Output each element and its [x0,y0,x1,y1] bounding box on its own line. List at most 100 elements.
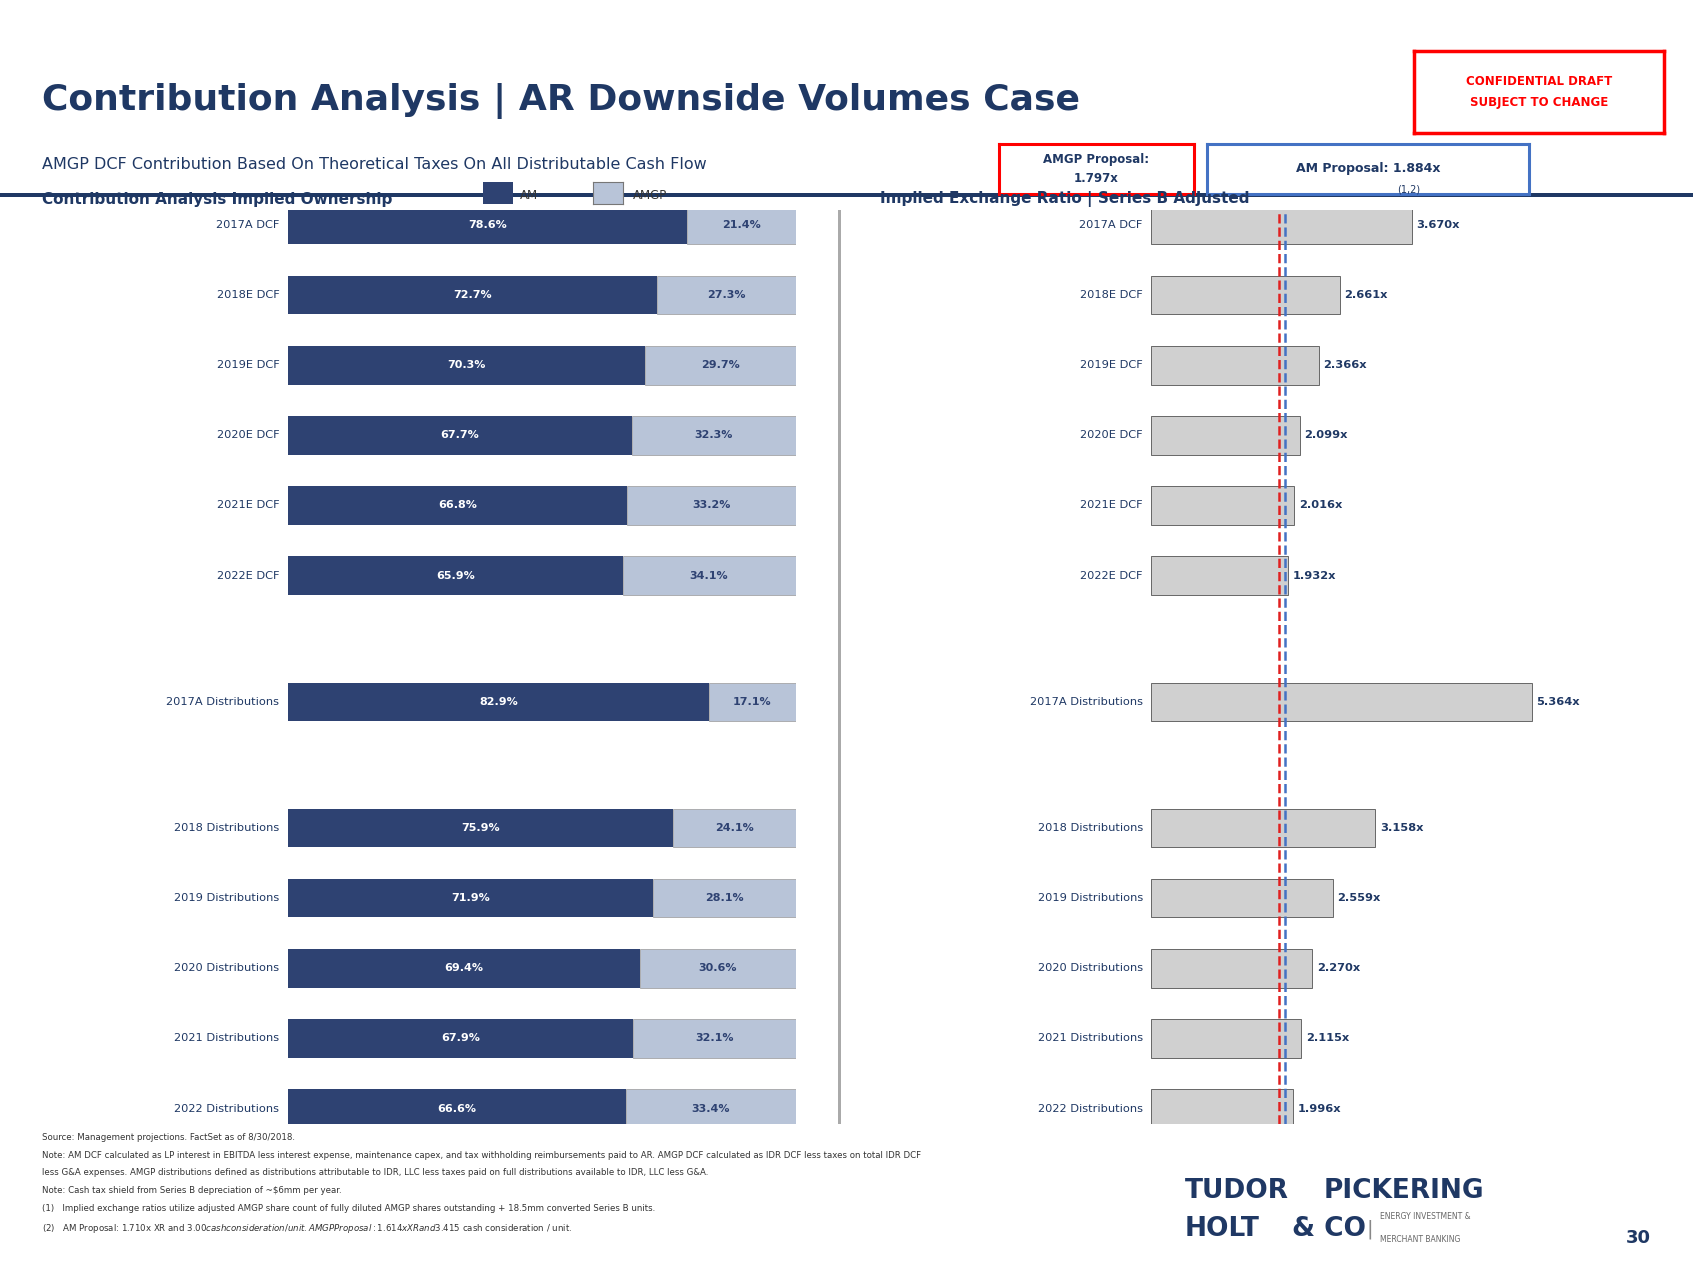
Text: 21.4%: 21.4% [721,220,760,230]
Text: (1)   Implied exchange ratios utilize adjusted AMGP share count of fully diluted: (1) Implied exchange ratios utilize adju… [42,1204,655,1213]
Text: 32.1%: 32.1% [694,1034,733,1044]
Bar [1151,276,1341,315]
Text: 2022E DCF: 2022E DCF [217,570,279,580]
Text: 66.6%: 66.6% [437,1104,476,1114]
Text: 2018 Distributions: 2018 Distributions [1038,823,1143,833]
Bar [288,1019,633,1058]
Text: 2.270x: 2.270x [1317,963,1359,973]
Text: 2022 Distributions: 2022 Distributions [1038,1104,1143,1114]
Bar [1151,417,1300,455]
Text: AM Proposal: 1.884x: AM Proposal: 1.884x [1295,163,1441,175]
Text: 2020 Distributions: 2020 Distributions [174,963,279,973]
Bar [1151,682,1532,721]
Text: Source: Management projections. FactSet as of 8/30/2018.: Source: Management projections. FactSet … [42,1133,295,1142]
Bar [653,879,796,917]
Text: 2021E DCF: 2021E DCF [217,500,279,511]
Text: AMGP Proposal:
1.797x: AMGP Proposal: 1.797x [1043,152,1150,185]
Bar [1151,1090,1293,1128]
Bar [1151,345,1319,385]
Bar [626,1090,796,1128]
Text: 2017A Distributions: 2017A Distributions [1029,697,1143,707]
Text: AMGP: AMGP [633,189,667,202]
Text: 2017A Distributions: 2017A Distributions [166,697,279,707]
Text: Note: AM DCF calculated as LP interest in EBITDA less interest expense, maintena: Note: AM DCF calculated as LP interest i… [42,1151,921,1160]
Text: 2022E DCF: 2022E DCF [1080,570,1143,580]
Text: Contribution Analysis | AR Downside Volumes Case: Contribution Analysis | AR Downside Volu… [42,83,1080,118]
Text: 2022 Distributions: 2022 Distributions [174,1104,279,1114]
Text: Note: Cash tax shield from Series B depreciation of ~$6mm per year.: Note: Cash tax shield from Series B depr… [42,1186,342,1195]
Text: 29.7%: 29.7% [701,361,740,371]
Text: 2020 Distributions: 2020 Distributions [1038,963,1143,973]
Text: less G&A expenses. AMGP distributions defined as distributions attributable to I: less G&A expenses. AMGP distributions de… [42,1168,709,1177]
Bar [288,345,645,385]
Text: 2018E DCF: 2018E DCF [217,290,279,300]
Bar [645,345,796,385]
Text: Implied Exchange Ratio | Series B Adjusted: Implied Exchange Ratio | Series B Adjust… [880,190,1249,207]
Text: (2)   AM Proposal: 1.710x XR and $3.00 cash consideration / unit. AMGP Proposal:: (2) AM Proposal: 1.710x XR and $3.00 cas… [42,1222,572,1234]
Text: MERCHANT BANKING: MERCHANT BANKING [1380,1234,1459,1245]
Bar [709,682,796,721]
Bar [631,417,796,455]
Text: 2017A DCF: 2017A DCF [1080,220,1143,230]
Text: 30.6%: 30.6% [699,963,736,973]
Text: 71.9%: 71.9% [450,893,489,903]
Text: 28.1%: 28.1% [704,893,743,903]
Text: 67.7%: 67.7% [440,431,479,441]
Text: 2019E DCF: 2019E DCF [1080,361,1143,371]
Text: 30: 30 [1625,1229,1651,1247]
Text: AMGP DCF Contribution Based On Theoretical Taxes On All Distributable Cash Flow: AMGP DCF Contribution Based On Theoretic… [42,157,708,173]
Bar [1151,879,1332,917]
Text: 24.1%: 24.1% [714,823,753,833]
Bar [1151,486,1295,525]
Bar [288,1090,626,1128]
Text: 1.932x: 1.932x [1293,570,1336,580]
Bar [288,417,631,455]
Text: 27.3%: 27.3% [708,290,745,300]
Text: 32.3%: 32.3% [694,431,733,441]
Text: |: | [1366,1219,1373,1240]
Text: 33.4%: 33.4% [692,1104,730,1114]
Bar [657,276,796,315]
Text: 65.9%: 65.9% [435,570,474,580]
Bar [674,809,796,847]
Bar [1151,206,1412,244]
Bar [288,949,640,988]
Text: 2018E DCF: 2018E DCF [1080,290,1143,300]
Text: 82.9%: 82.9% [479,697,518,707]
Text: 2019 Distributions: 2019 Distributions [1038,893,1143,903]
Bar [1151,556,1288,594]
Bar [288,879,653,917]
Text: 2018 Distributions: 2018 Distributions [174,823,279,833]
Bar [288,682,709,721]
Text: 70.3%: 70.3% [447,361,486,371]
Text: 78.6%: 78.6% [467,220,506,230]
Text: HOLT: HOLT [1185,1217,1260,1242]
Text: CONFIDENTIAL DRAFT
SUBJECT TO CHANGE: CONFIDENTIAL DRAFT SUBJECT TO CHANGE [1466,75,1612,109]
Text: 1.996x: 1.996x [1297,1104,1341,1114]
Bar [687,206,796,244]
Text: 66.8%: 66.8% [438,500,477,511]
Bar [640,949,796,988]
Text: 2021E DCF: 2021E DCF [1080,500,1143,511]
Text: TUDOR: TUDOR [1185,1179,1288,1204]
Bar [288,206,687,244]
Text: 3.158x: 3.158x [1380,823,1424,833]
Text: 2021 Distributions: 2021 Distributions [1038,1034,1143,1044]
Bar [288,809,674,847]
Bar [1151,1019,1302,1058]
Text: PICKERING: PICKERING [1324,1179,1485,1204]
Bar [288,486,626,525]
Text: 2019E DCF: 2019E DCF [217,361,279,371]
Text: 17.1%: 17.1% [733,697,772,707]
Text: 2.559x: 2.559x [1337,893,1380,903]
Text: 34.1%: 34.1% [689,570,728,580]
Bar [633,1019,796,1058]
Bar [623,556,796,594]
Text: (1,2): (1,2) [1397,184,1420,194]
Bar [626,486,796,525]
Bar [288,276,657,315]
Text: AM: AM [520,189,538,202]
Text: 2.099x: 2.099x [1305,431,1348,441]
Text: 5.364x: 5.364x [1536,697,1580,707]
Text: 33.2%: 33.2% [692,500,731,511]
